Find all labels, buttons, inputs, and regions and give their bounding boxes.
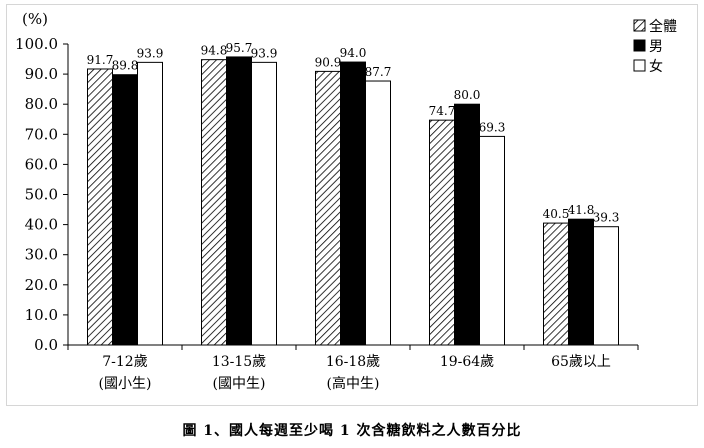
y-tick-label: 40.0 <box>25 216 58 234</box>
data-label: 39.3 <box>593 211 620 225</box>
data-label: 41.8 <box>568 203 595 217</box>
x-category-sublabel: (國中生) <box>213 376 266 392</box>
y-tick-label: 60.0 <box>25 155 58 173</box>
x-category-label: 7-12歲 <box>102 354 147 370</box>
data-label: 95.7 <box>226 41 253 55</box>
y-tick-label: 70.0 <box>25 125 58 143</box>
bar <box>137 61 163 346</box>
data-label: 94.0 <box>340 46 367 60</box>
bar <box>365 80 391 346</box>
bar <box>315 70 341 346</box>
bar-chart: 0.0 10.0 20.0 30.0 40.0 50.0 60.0 70.0 80.0 90.0 1… <box>15 10 677 392</box>
data-label: 80.0 <box>454 88 481 102</box>
bar <box>112 74 138 346</box>
data-label: 94.8 <box>201 44 228 58</box>
data-label: 90.9 <box>315 55 342 69</box>
bar <box>543 222 569 346</box>
y-tick-label: 50.0 <box>25 186 58 204</box>
y-tick-label: 0.0 <box>34 336 58 354</box>
x-category-label: 65歲以上 <box>551 354 611 370</box>
y-tick-label: 30.0 <box>25 246 58 264</box>
x-category-label: 19-64歲 <box>440 354 494 370</box>
x-category-label: 16-18歲 <box>326 354 380 370</box>
legend-label: 男 <box>649 39 663 55</box>
bar <box>593 226 619 346</box>
data-label: 89.8 <box>112 59 139 73</box>
bars: 91.789.893.9 94.895.793.990.994.087.774.7… <box>87 41 620 346</box>
legend-label: 全體 <box>649 18 677 35</box>
bar <box>568 218 594 346</box>
y-tick-label: 90.0 <box>25 65 58 83</box>
y-tick-label: 100.0 <box>15 35 58 53</box>
x-category-sublabel: (高中生) <box>327 375 380 392</box>
bar <box>429 119 455 346</box>
data-label: 40.5 <box>543 207 570 221</box>
bar <box>454 103 480 346</box>
bar <box>479 135 505 346</box>
x-category-label: 13-15歲 <box>212 354 266 370</box>
data-label: 87.7 <box>365 65 392 79</box>
y-tick-label: 80.0 <box>25 95 58 113</box>
legend-swatch <box>633 39 646 52</box>
bar <box>201 59 227 346</box>
legend-swatch <box>633 19 646 32</box>
bar <box>340 61 366 346</box>
x-category-sublabel: (國小生) <box>99 376 152 392</box>
figure-caption: 圖 1、國人每週至少喝 1 次含糖飲料之人數百分比 <box>182 423 522 439</box>
bar <box>226 56 252 346</box>
y-tick-label: 10.0 <box>25 306 58 324</box>
legend-label: 女 <box>649 58 663 75</box>
bar <box>87 68 113 346</box>
chart-frame <box>6 4 698 406</box>
axes: 0.0 10.0 20.0 30.0 40.0 50.0 60.0 70.0 80.0 90.0 1… <box>15 10 639 392</box>
data-label: 74.7 <box>429 104 456 118</box>
data-label: 93.9 <box>251 46 278 60</box>
y-tick-label: 20.0 <box>25 276 58 294</box>
legend-swatch <box>633 59 646 72</box>
y-axis-unit: (%) <box>22 10 48 28</box>
data-label: 91.7 <box>87 53 114 67</box>
bar <box>251 61 277 346</box>
data-label: 93.9 <box>137 46 164 60</box>
data-label: 69.3 <box>479 120 506 134</box>
